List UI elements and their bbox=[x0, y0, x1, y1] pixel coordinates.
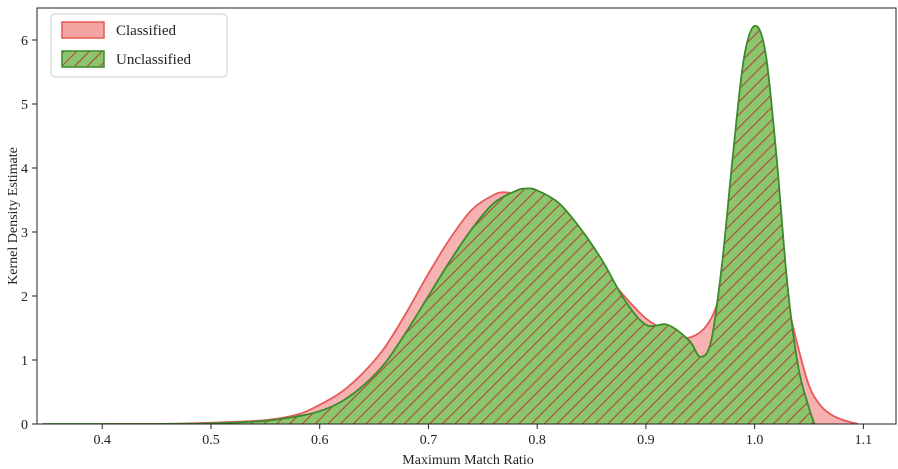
legend-swatch-unclassified bbox=[61, 50, 105, 68]
legend: Classified Unclassified bbox=[50, 13, 228, 78]
legend-label-classified: Classified bbox=[116, 23, 176, 39]
x-tick-label: 0.4 bbox=[93, 433, 111, 448]
legend-label-unclassified: Unclassified bbox=[116, 52, 191, 68]
x-tick-label: 0.7 bbox=[420, 433, 438, 448]
plot-frame bbox=[36, 7, 897, 425]
y-tick-label: 2 bbox=[21, 290, 28, 305]
y-tick-label: 4 bbox=[21, 162, 28, 177]
series-layer bbox=[42, 24, 859, 424]
y-tick-label: 1 bbox=[21, 354, 28, 369]
x-tick-label: 1.0 bbox=[746, 433, 764, 448]
y-tick-label: 0 bbox=[21, 418, 28, 433]
legend-swatch-classified bbox=[61, 21, 105, 39]
y-tick-label: 6 bbox=[21, 34, 28, 49]
series-line-unclassified bbox=[42, 24, 816, 424]
y-axis-label: Kernel Density Estimate bbox=[6, 147, 21, 285]
series-hatch-unclassified bbox=[42, 25, 815, 424]
y-axis: 0 1 2 3 4 5 6 bbox=[21, 34, 37, 433]
x-axis-label: Maximum Match Ratio bbox=[402, 453, 533, 468]
y-tick-label: 3 bbox=[21, 226, 28, 241]
y-tick-label: 5 bbox=[21, 98, 28, 113]
x-tick-label: 1.1 bbox=[855, 433, 873, 448]
x-tick-label: 0.9 bbox=[637, 433, 655, 448]
x-tick-label: 0.5 bbox=[202, 433, 220, 448]
x-axis: 0.4 0.5 0.6 0.7 0.8 0.9 1.0 1.1 bbox=[93, 424, 872, 448]
x-tick-label: 0.8 bbox=[528, 433, 546, 448]
x-tick-label: 0.6 bbox=[311, 433, 329, 448]
